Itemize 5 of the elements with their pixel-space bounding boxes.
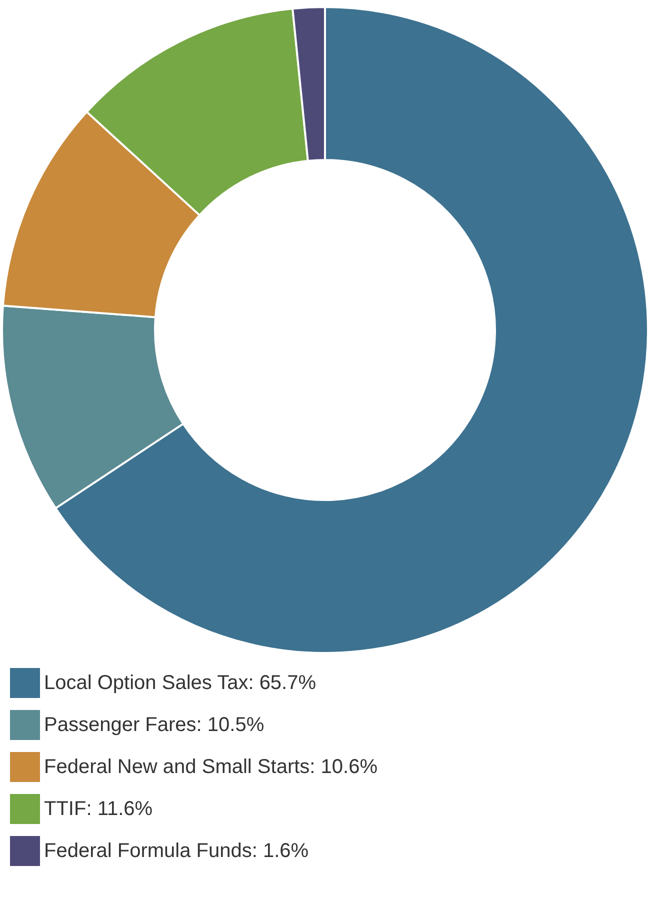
- legend-label: Passenger Fares: 10.5%: [44, 714, 264, 736]
- legend-label: Local Option Sales Tax: 65.7%: [44, 672, 316, 694]
- legend-label: TTIF: 11.6%: [44, 798, 153, 820]
- legend-label: Federal New and Small Starts: 10.6%: [44, 756, 378, 778]
- legend-label: Federal Formula Funds: 1.6%: [44, 840, 309, 862]
